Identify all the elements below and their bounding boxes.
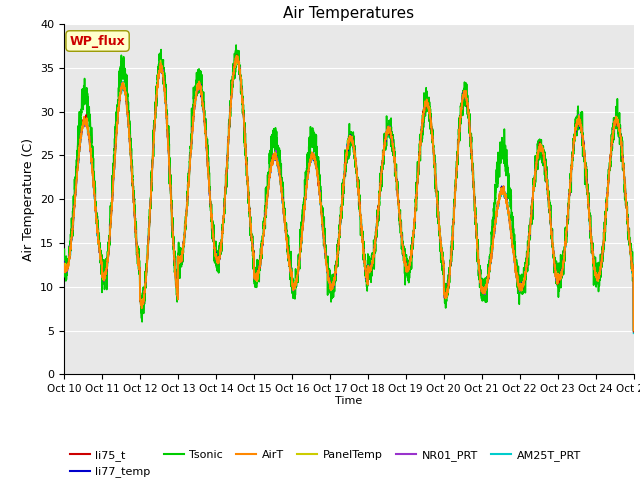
Title: Air Temperatures: Air Temperatures <box>284 6 414 22</box>
Text: WP_flux: WP_flux <box>70 35 125 48</box>
Y-axis label: Air Temperature (C): Air Temperature (C) <box>22 138 35 261</box>
X-axis label: Time: Time <box>335 396 362 406</box>
Legend: li75_t, li77_temp, Tsonic, AirT, PanelTemp, NR01_PRT, AM25T_PRT: li75_t, li77_temp, Tsonic, AirT, PanelTe… <box>70 450 581 478</box>
